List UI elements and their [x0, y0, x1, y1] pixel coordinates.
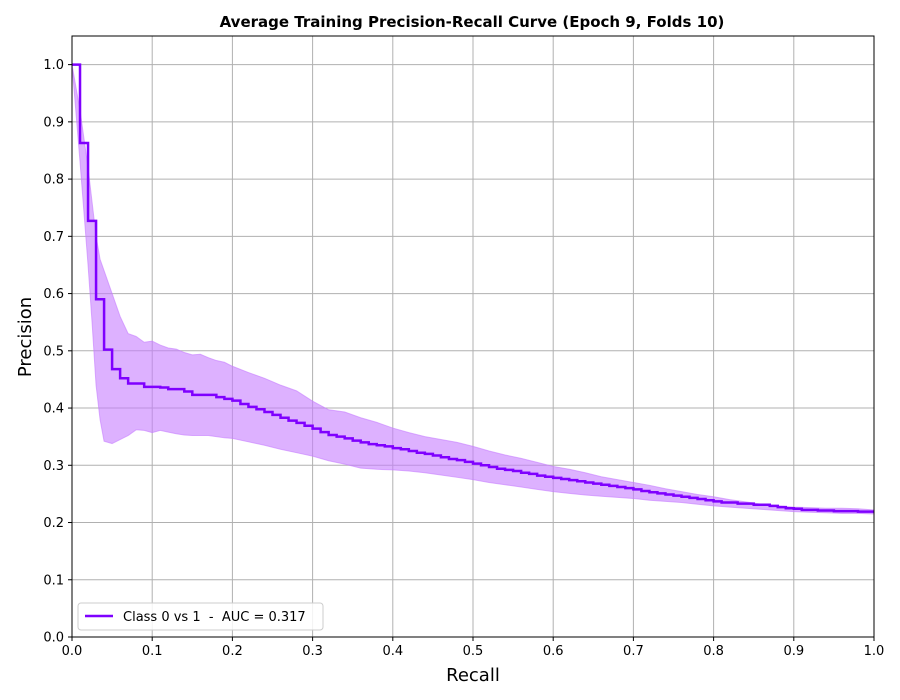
series-line — [72, 63, 874, 513]
legend-entry-label: Class 0 vs 1 - AUC = 0.317 — [123, 610, 306, 625]
grid-lines — [71, 36, 875, 638]
x-tick-label: 1.0 — [864, 644, 885, 659]
chart-title: Average Training Precision-Recall Curve … — [220, 13, 725, 31]
y-tick-label: 0.4 — [43, 402, 64, 417]
y-tick-label: 1.0 — [43, 58, 64, 73]
legend: Class 0 vs 1 - AUC = 0.317 — [77, 602, 324, 631]
x-tick-label: 0.0 — [62, 644, 83, 659]
x-tick-label: 0.8 — [703, 644, 724, 659]
y-tick-label: 0.6 — [43, 287, 64, 302]
x-tick-label: 0.2 — [222, 644, 243, 659]
legend-box — [77, 602, 324, 631]
x-axis-label: Recall — [446, 665, 500, 686]
x-tick-label: 0.7 — [623, 644, 644, 659]
y-tick-label: 0.8 — [43, 173, 64, 188]
y-tick-label: 0.2 — [43, 516, 64, 531]
x-tick-label: 0.4 — [382, 644, 403, 659]
y-tick-label: 0.1 — [43, 573, 64, 588]
y-tick-label: 0.0 — [43, 631, 64, 646]
y-tick-label: 0.9 — [43, 115, 64, 130]
x-tick-label: 0.1 — [142, 644, 163, 659]
x-tick-label: 0.3 — [302, 644, 323, 659]
y-tick-label: 0.5 — [43, 344, 64, 359]
curve-layer — [72, 63, 874, 513]
axis-ticks: 0.0 0.1 0.2 0.3 0.4 0.5 0.6 0.7 0.8 0.9 1.0 0.0 0.1 0… — [43, 58, 884, 659]
x-tick-label: 0.9 — [783, 644, 804, 659]
y-tick-label: 0.7 — [43, 230, 64, 245]
x-tick-label: 0.5 — [463, 644, 484, 659]
y-tick-label: 0.3 — [43, 459, 64, 474]
x-tick-label: 0.6 — [543, 644, 564, 659]
y-axis-label: Precision — [15, 297, 36, 377]
